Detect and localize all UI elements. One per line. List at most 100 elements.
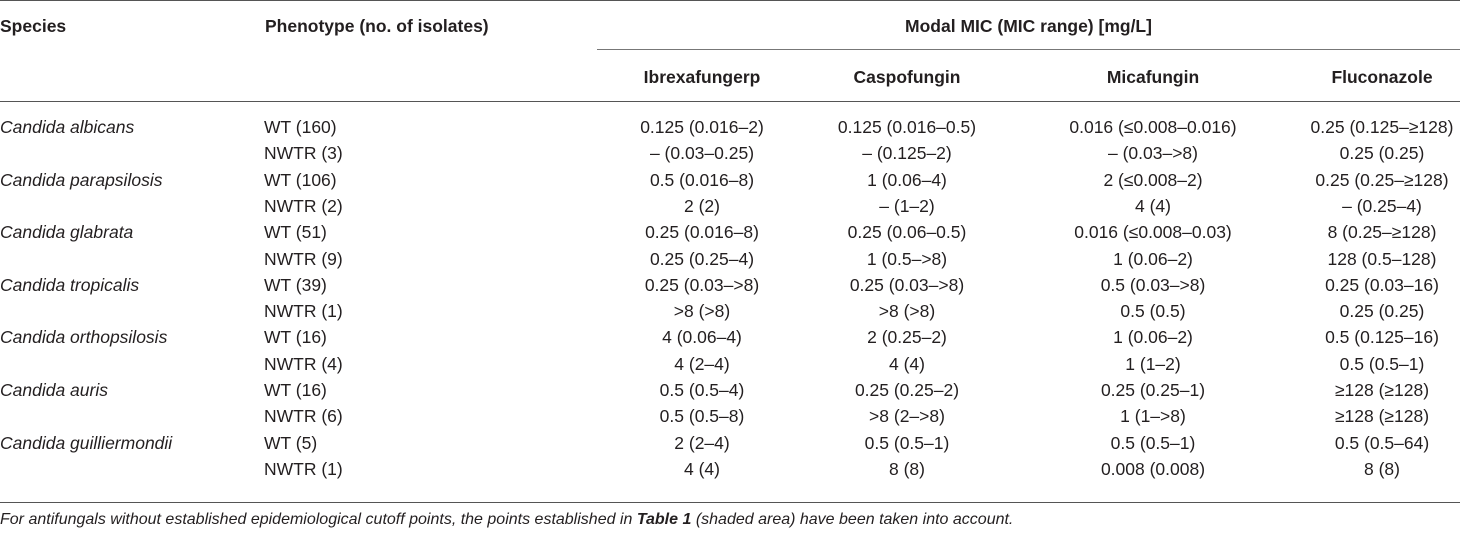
micafungin-cell: 2 (≤0.008–2)	[1103, 169, 1203, 190]
species-cell: Candida tropicalis	[0, 274, 140, 295]
table-row: Candida parapsilosis WT (106) 0.5 (0.016–8…	[0, 168, 1460, 192]
table-row: NWTR (6) 0.5 (0.5–8) >8 (2–>8) 1 (1–>8) ≥128…	[0, 404, 1460, 428]
phenotype-cell: NWTR (1)	[264, 301, 343, 322]
fluconazole-cell: 8 (8)	[1364, 458, 1400, 479]
micafungin-cell: 0.5 (0.5)	[1120, 301, 1186, 322]
header-modal-mic: Modal MIC (MIC range) [mg/L]	[905, 16, 1152, 36]
ibrexafungerp-cell: 0.25 (0.03–>8)	[644, 274, 760, 295]
micafungin-cell: 1 (0.06–2)	[1113, 327, 1193, 348]
caspofungin-cell: >8 (>8)	[878, 301, 936, 322]
phenotype-cell: NWTR (3)	[264, 143, 343, 164]
fluconazole-cell: 0.25 (0.03–16)	[1325, 274, 1439, 295]
fluconazole-cell: ≥128 (≥128)	[1334, 380, 1430, 400]
header-phenotype: Phenotype (no. of isolates)	[265, 16, 489, 36]
fluconazole-cell: ≥128 (≥128)	[1334, 406, 1430, 427]
modal-mic-underline	[597, 49, 1460, 50]
table-row: Candida tropicalis WT (39) 0.25 (0.03–>8) 0…	[0, 273, 1460, 297]
species-cell: Candida auris	[0, 380, 108, 400]
fluconazole-cell: 8 (0.25–≥128)	[1327, 222, 1437, 243]
caspofungin-cell: 0.25 (0.06–0.5)	[847, 222, 967, 243]
table-row: NWTR (2) 2 (2) – (1–2) 4 (4) – (0.25–4)	[0, 194, 1460, 218]
footnote-text: For antifungals without established epid…	[0, 511, 637, 528]
micafungin-cell: 0.5 (0.5–1)	[1110, 432, 1196, 453]
table-footnote: For antifungals without established epid…	[0, 510, 1013, 530]
micafungin-cell: 1 (0.06–2)	[1113, 248, 1193, 269]
header-bottom-rule	[0, 101, 1460, 102]
ibrexafungerp-cell: 2 (2–4)	[674, 432, 730, 453]
micafungin-cell: 0.016 (≤0.008–0.016)	[1069, 117, 1237, 137]
micafungin-cell: 4 (4)	[1135, 195, 1171, 216]
ibrexafungerp-cell: 0.5 (0.5–4)	[659, 380, 745, 400]
caspofungin-cell: 1 (0.06–4)	[867, 169, 947, 190]
ibrexafungerp-cell: 4 (0.06–4)	[662, 327, 742, 348]
caspofungin-cell: 4 (4)	[889, 353, 925, 374]
species-cell: Candida albicans	[0, 117, 135, 137]
species-cell: Candida guilliermondii	[0, 432, 173, 453]
table-row: Candida guilliermondii WT (5) 2 (2–4) 0.5 (…	[0, 431, 1460, 455]
fluconazole-cell: 0.5 (0.5–64)	[1334, 432, 1430, 453]
ibrexafungerp-cell: 0.25 (0.25–4)	[649, 248, 755, 269]
caspofungin-cell: 0.5 (0.5–1)	[864, 432, 950, 453]
fluconazole-cell: 0.5 (0.5–1)	[1339, 353, 1425, 374]
species-cell: Candida glabrata	[0, 222, 134, 243]
header-caspofungin: Caspofungin	[853, 67, 961, 87]
table-row: NWTR (1) >8 (>8) >8 (>8) 0.5 (0.5) 0.25 (0.2…	[0, 299, 1460, 323]
phenotype-cell: NWTR (6)	[264, 406, 343, 427]
phenotype-cell: WT (5)	[264, 432, 318, 453]
phenotype-cell: NWTR (2)	[264, 195, 343, 216]
ibrexafungerp-cell: 2 (2)	[684, 195, 720, 216]
micafungin-cell: 0.5 (0.03–>8)	[1100, 274, 1206, 295]
micafungin-cell: 1 (1–2)	[1125, 353, 1181, 374]
table-row: Candida albicans WT (160) 0.125 (0.016–2) 0…	[0, 115, 1460, 139]
header-fluconazole: Fluconazole	[1331, 67, 1433, 87]
species-cell: Candida orthopsilosis	[0, 327, 168, 348]
caspofungin-cell: 0.25 (0.25–2)	[854, 380, 960, 400]
header-species: Species	[0, 16, 67, 36]
phenotype-cell: WT (106)	[264, 169, 337, 190]
table-row: NWTR (4) 4 (2–4) 4 (4) 1 (1–2) 0.5 (0.5–1)	[0, 352, 1460, 376]
micafungin-cell: 0.008 (0.008)	[1100, 458, 1206, 479]
fluconazole-cell: 128 (0.5–128)	[1327, 248, 1437, 269]
table-row: Candida glabrata WT (51) 0.25 (0.016–8) 0.2…	[0, 220, 1460, 244]
ibrexafungerp-cell: 0.25 (0.016–8)	[645, 222, 759, 243]
ibrexafungerp-cell: 0.5 (0.5–8)	[659, 406, 745, 427]
fluconazole-cell: 0.25 (0.125–≥128)	[1310, 117, 1454, 137]
caspofungin-cell: – (1–2)	[879, 195, 935, 216]
footnote-table-ref: Table 1	[636, 511, 692, 528]
ibrexafungerp-cell: 0.125 (0.016–2)	[640, 117, 764, 137]
caspofungin-cell: 0.125 (0.016–0.5)	[837, 117, 977, 137]
table-row: NWTR (1) 4 (4) 8 (8) 0.008 (0.008) 8 (8)	[0, 457, 1460, 481]
caspofungin-cell: 0.25 (0.03–>8)	[849, 274, 965, 295]
header-ibrexafungerp: Ibrexafungerp	[643, 67, 761, 87]
phenotype-cell: WT (160)	[264, 117, 337, 137]
micafungin-cell: 0.016 (≤0.008–0.03)	[1074, 222, 1232, 243]
table-row: NWTR (3) – (0.03–0.25) – (0.125–2) – (0.03–…	[0, 141, 1460, 165]
micafungin-cell: 1 (1–>8)	[1120, 406, 1186, 427]
ibrexafungerp-cell: >8 (>8)	[673, 301, 731, 322]
header-micafungin: Micafungin	[1106, 67, 1200, 87]
phenotype-cell: NWTR (4)	[264, 353, 343, 374]
phenotype-cell: NWTR (9)	[264, 248, 343, 269]
ibrexafungerp-cell: 0.5 (0.016–8)	[649, 169, 755, 190]
table-bottom-rule	[0, 502, 1460, 503]
species-cell: Candida parapsilosis	[0, 169, 163, 190]
table-row: Candida orthopsilosis WT (16) 4 (0.06–4) 2 …	[0, 325, 1460, 349]
phenotype-cell: WT (51)	[264, 222, 327, 243]
phenotype-cell: WT (39)	[264, 274, 327, 295]
caspofungin-cell: 8 (8)	[889, 458, 925, 479]
fluconazole-cell: 0.25 (0.25)	[1339, 143, 1425, 164]
caspofungin-cell: >8 (2–>8)	[869, 406, 945, 427]
micafungin-cell: 0.25 (0.25–1)	[1100, 380, 1206, 400]
phenotype-cell: WT (16)	[264, 327, 327, 348]
ibrexafungerp-cell: 4 (2–4)	[674, 353, 730, 374]
caspofungin-cell: 2 (0.25–2)	[867, 327, 947, 348]
fluconazole-cell: 0.25 (0.25)	[1339, 301, 1425, 322]
caspofungin-cell: – (0.125–2)	[862, 143, 952, 164]
phenotype-cell: WT (16)	[264, 380, 327, 400]
footnote-text-end: (shaded area) have been taken into accou…	[691, 511, 1014, 528]
ibrexafungerp-cell: – (0.03–0.25)	[649, 143, 755, 164]
table-top-rule	[0, 0, 1460, 1]
caspofungin-cell: 1 (0.5–>8)	[866, 248, 948, 269]
fluconazole-cell: 0.25 (0.25–≥128)	[1315, 169, 1449, 190]
fluconazole-cell: – (0.25–4)	[1342, 195, 1422, 216]
